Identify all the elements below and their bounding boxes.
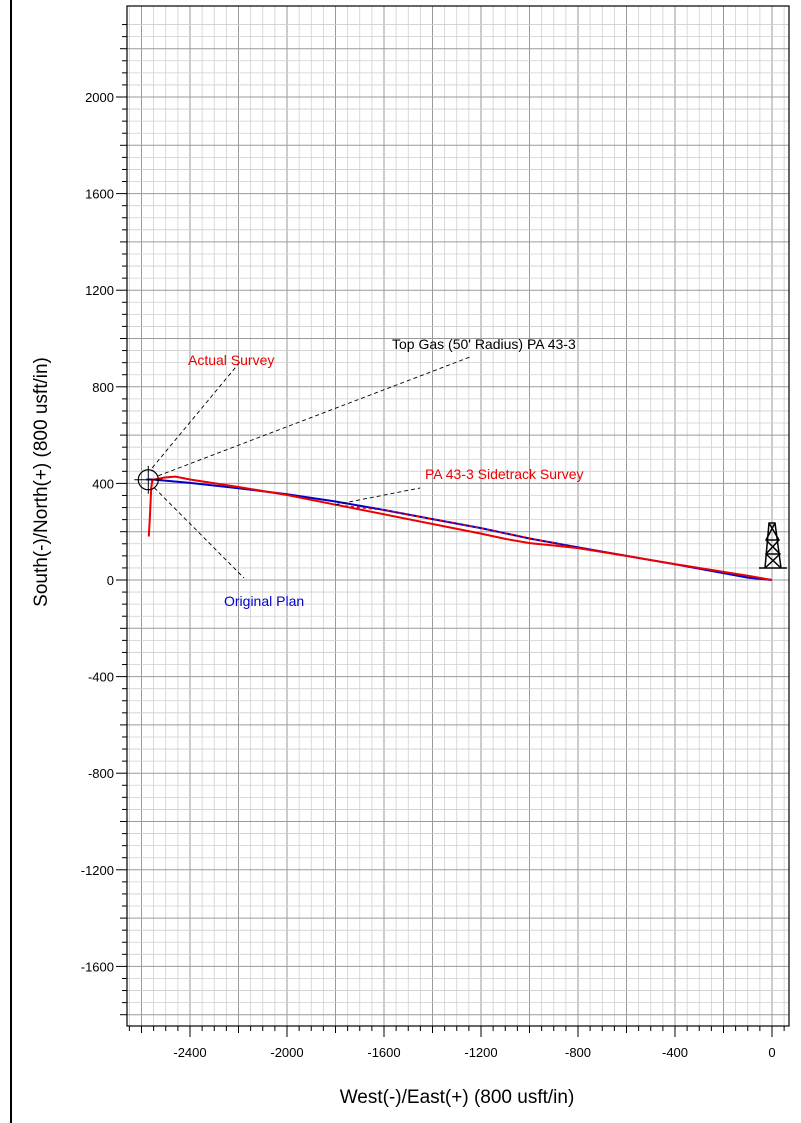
leader-line-0 bbox=[151, 361, 241, 469]
y-tick-label: -1600 bbox=[81, 959, 114, 974]
y-axis-title: South(-)/North(+) (800 usft/in) bbox=[31, 357, 52, 607]
leader-line-3 bbox=[153, 487, 245, 579]
series-line-1 bbox=[147, 475, 773, 581]
rig-legs bbox=[764, 522, 782, 569]
x-axis-title: West(-)/East(+) (800 usft/in) bbox=[340, 1087, 575, 1108]
y-tick-label: -400 bbox=[88, 670, 114, 685]
y-tick-label: 0 bbox=[107, 573, 114, 588]
x-tick-label: -400 bbox=[662, 1045, 688, 1060]
annotation-labels: Actual Survey Top Gas (50' Radius) PA 43… bbox=[188, 336, 583, 609]
x-tick-label: -2400 bbox=[173, 1045, 206, 1060]
y-tick-label: -800 bbox=[88, 766, 114, 781]
y-tick-label: 400 bbox=[92, 476, 114, 491]
well-paths bbox=[146, 475, 773, 581]
page-border bbox=[10, 0, 12, 1123]
x-tick-label: -1600 bbox=[367, 1045, 400, 1060]
x-tick-label: -1200 bbox=[464, 1045, 497, 1060]
y-tick-label: 1600 bbox=[85, 187, 114, 202]
annotation-actual-survey: Actual Survey bbox=[188, 352, 274, 368]
annotation-leaders bbox=[151, 356, 471, 579]
symbols bbox=[134, 465, 787, 569]
annotation-original-plan: Original Plan bbox=[224, 593, 304, 609]
plot-frame bbox=[126, 5, 790, 1027]
y-tick-label: 2000 bbox=[85, 90, 114, 105]
y-tick-label: -1200 bbox=[81, 863, 114, 878]
series-line-2 bbox=[335, 504, 579, 549]
rig-icon bbox=[759, 522, 787, 569]
y-tick-label: 800 bbox=[92, 380, 114, 395]
annotation-sidetrack-survey: PA 43-3 Sidetrack Survey bbox=[425, 466, 583, 482]
y-tick-label: 1200 bbox=[85, 283, 114, 298]
grid bbox=[127, 6, 789, 1026]
x-tick-label: 0 bbox=[768, 1045, 775, 1060]
rig-cross bbox=[764, 522, 782, 569]
leader-line-2 bbox=[335, 487, 421, 506]
x-tick-label: -2000 bbox=[270, 1045, 303, 1060]
x-tick-label: -800 bbox=[565, 1045, 591, 1060]
annotation-target: Top Gas (50' Radius) PA 43-3 bbox=[392, 336, 576, 352]
axis-ticks: -2400 -2000 -1600 -1200 -800 -400 0 -1600 -1200 -… bbox=[81, 24, 785, 1060]
